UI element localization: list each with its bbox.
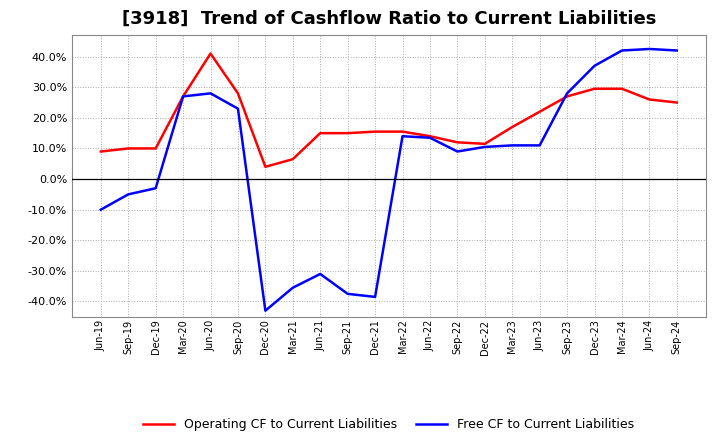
Title: [3918]  Trend of Cashflow Ratio to Current Liabilities: [3918] Trend of Cashflow Ratio to Curren… xyxy=(122,10,656,28)
Operating CF to Current Liabilities xyxy=(453,139,462,145)
Operating CF to Current Liabilities xyxy=(398,129,407,134)
Operating CF to Current Liabilities xyxy=(672,100,681,105)
Operating CF to Current Liabilities xyxy=(316,131,325,136)
Operating CF to Current Liabilities xyxy=(590,86,599,92)
Operating CF to Current Liabilities xyxy=(233,91,242,96)
Operating CF to Current Liabilities xyxy=(124,146,132,151)
Free CF to Current Liabilities xyxy=(672,48,681,53)
Operating CF to Current Liabilities xyxy=(343,131,352,136)
Free CF to Current Liabilities xyxy=(453,149,462,154)
Free CF to Current Liabilities xyxy=(96,207,105,213)
Free CF to Current Liabilities xyxy=(179,94,187,99)
Free CF to Current Liabilities xyxy=(233,106,242,111)
Free CF to Current Liabilities xyxy=(590,63,599,69)
Operating CF to Current Liabilities xyxy=(261,164,270,169)
Free CF to Current Liabilities xyxy=(316,271,325,277)
Free CF to Current Liabilities xyxy=(261,308,270,313)
Operating CF to Current Liabilities xyxy=(96,149,105,154)
Operating CF to Current Liabilities xyxy=(206,51,215,56)
Operating CF to Current Liabilities xyxy=(536,109,544,114)
Free CF to Current Liabilities xyxy=(398,134,407,139)
Free CF to Current Liabilities xyxy=(618,48,626,53)
Free CF to Current Liabilities xyxy=(371,294,379,300)
Free CF to Current Liabilities xyxy=(508,143,516,148)
Free CF to Current Liabilities xyxy=(343,291,352,297)
Operating CF to Current Liabilities xyxy=(480,141,489,147)
Operating CF to Current Liabilities xyxy=(645,97,654,102)
Operating CF to Current Liabilities xyxy=(508,125,516,130)
Free CF to Current Liabilities xyxy=(645,46,654,51)
Free CF to Current Liabilities xyxy=(206,91,215,96)
Operating CF to Current Liabilities xyxy=(563,94,572,99)
Operating CF to Current Liabilities xyxy=(426,134,434,139)
Free CF to Current Liabilities xyxy=(151,186,160,191)
Free CF to Current Liabilities xyxy=(563,91,572,96)
Free CF to Current Liabilities xyxy=(124,192,132,197)
Operating CF to Current Liabilities xyxy=(371,129,379,134)
Operating CF to Current Liabilities xyxy=(179,94,187,99)
Line: Free CF to Current Liabilities: Free CF to Current Liabilities xyxy=(101,49,677,311)
Operating CF to Current Liabilities xyxy=(289,157,297,162)
Line: Operating CF to Current Liabilities: Operating CF to Current Liabilities xyxy=(101,54,677,167)
Legend: Operating CF to Current Liabilities, Free CF to Current Liabilities: Operating CF to Current Liabilities, Fre… xyxy=(138,413,639,436)
Operating CF to Current Liabilities xyxy=(618,86,626,92)
Free CF to Current Liabilities xyxy=(289,285,297,290)
Free CF to Current Liabilities xyxy=(536,143,544,148)
Free CF to Current Liabilities xyxy=(480,144,489,150)
Operating CF to Current Liabilities xyxy=(151,146,160,151)
Free CF to Current Liabilities xyxy=(426,135,434,140)
